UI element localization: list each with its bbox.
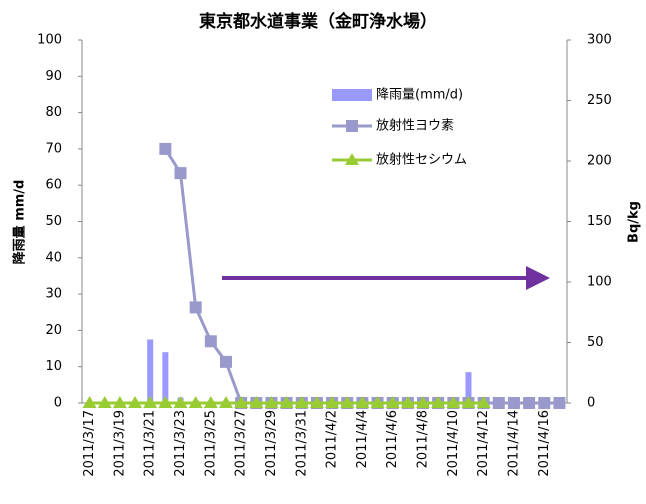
bar <box>162 352 169 403</box>
y-tick-label: 80 <box>45 105 62 120</box>
legend-swatch <box>345 153 359 165</box>
y-tick-label: 30 <box>45 287 62 302</box>
x-tick-label: 2011/4/8 <box>416 410 431 468</box>
marker <box>174 167 187 180</box>
marker <box>294 396 309 408</box>
chart-title: 東京都水道事業（金町浄水場） <box>199 11 437 32</box>
marker <box>97 396 112 408</box>
marker <box>234 396 249 408</box>
marker <box>204 335 217 348</box>
marker <box>158 396 173 408</box>
marker <box>143 396 158 408</box>
marker <box>416 396 431 408</box>
marker <box>264 396 279 408</box>
y-tick-label: 70 <box>45 141 62 156</box>
x-tick-label: 2011/3/27 <box>234 410 249 477</box>
y-tick-label: 50 <box>45 214 62 229</box>
marker <box>538 397 551 409</box>
y2-tick-label: 0 <box>587 396 595 411</box>
marker <box>128 396 143 408</box>
marker <box>112 396 127 408</box>
marker <box>355 396 370 408</box>
x-tick-label: 2011/4/14 <box>506 410 521 477</box>
marker <box>249 396 264 408</box>
legend-label: 降雨量(mm/d) <box>376 88 463 103</box>
marker <box>309 396 324 408</box>
legend-swatch <box>332 89 372 101</box>
y2-axis-label: Bq/kg <box>627 201 642 243</box>
marker <box>188 396 203 408</box>
x-tick-label: 2011/3/23 <box>173 410 188 477</box>
marker <box>159 142 172 155</box>
x-tick-label: 2011/3/29 <box>264 410 279 477</box>
y-tick-label: 40 <box>45 250 62 265</box>
marker <box>173 396 188 408</box>
x-tick-label: 2011/4/12 <box>476 410 491 477</box>
marker <box>279 396 294 408</box>
marker <box>431 396 446 408</box>
y-axis-label: 降雨量 mm/d <box>12 180 28 265</box>
marker <box>461 396 476 408</box>
legend-label: 放射性セシウム <box>376 152 467 168</box>
y-tick-label: 100 <box>37 33 62 48</box>
marker <box>325 396 340 408</box>
y2-tick-label: 250 <box>587 93 612 108</box>
x-tick-label: 2011/4/4 <box>355 410 370 468</box>
x-tick-label: 2011/4/16 <box>537 410 552 477</box>
y-tick-label: 10 <box>45 359 62 374</box>
marker <box>218 396 233 408</box>
bar <box>465 372 472 403</box>
marker <box>507 397 520 409</box>
x-tick-label: 2011/4/10 <box>446 410 461 477</box>
y2-tick-label: 200 <box>587 154 612 169</box>
marker <box>492 397 505 409</box>
x-tick-label: 2011/3/25 <box>203 410 218 477</box>
y2-tick-label: 300 <box>587 33 612 48</box>
marker <box>385 396 400 408</box>
x-tick-label: 2011/3/17 <box>82 410 97 477</box>
x-tick-label: 2011/4/2 <box>325 410 340 468</box>
x-tick-label: 2011/3/21 <box>143 410 158 477</box>
y-tick-label: 20 <box>45 323 62 338</box>
legend-label: 放射性ヨウ素 <box>376 118 454 134</box>
marker <box>476 396 491 408</box>
marker <box>446 396 461 408</box>
bar <box>147 339 154 403</box>
marker <box>219 355 232 368</box>
marker <box>203 396 218 408</box>
y-tick-label: 60 <box>45 178 62 193</box>
x-tick-label: 2011/3/31 <box>294 410 309 477</box>
marker <box>82 396 97 408</box>
y2-tick-label: 50 <box>587 335 604 350</box>
marker <box>400 396 415 408</box>
y2-tick-label: 150 <box>587 214 612 229</box>
marker <box>523 397 536 409</box>
marker <box>189 301 202 314</box>
marker <box>370 396 385 408</box>
x-tick-label: 2011/4/6 <box>385 410 400 468</box>
y-tick-label: 90 <box>45 69 62 84</box>
y-tick-label: 0 <box>54 396 62 411</box>
marker <box>553 397 566 409</box>
y2-tick-label: 100 <box>587 275 612 290</box>
marker <box>340 396 355 408</box>
x-tick-label: 2011/3/19 <box>112 410 127 477</box>
legend-swatch <box>346 120 358 132</box>
